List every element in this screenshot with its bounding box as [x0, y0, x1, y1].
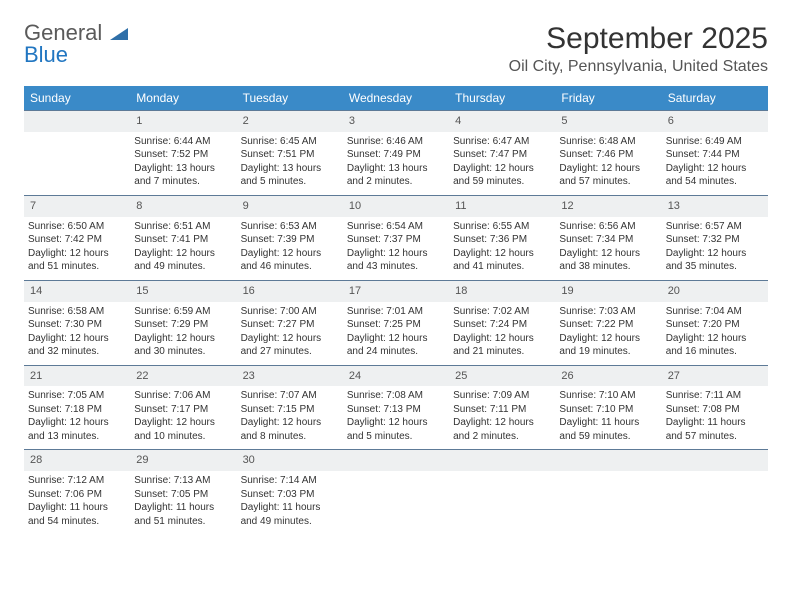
- col-saturday: Saturday: [662, 86, 768, 111]
- day-number-cell: [662, 450, 768, 471]
- day-number-cell: 13: [662, 195, 768, 216]
- day-content-cell: Sunrise: 6:57 AMSunset: 7:32 PMDaylight:…: [662, 217, 768, 281]
- day-content-cell: Sunrise: 6:54 AMSunset: 7:37 PMDaylight:…: [343, 217, 449, 281]
- col-sunday: Sunday: [24, 86, 130, 111]
- day-number-cell: 27: [662, 365, 768, 386]
- day-number-cell: 1: [130, 111, 236, 132]
- content-row: Sunrise: 7:12 AMSunset: 7:06 PMDaylight:…: [24, 471, 768, 534]
- day-content-cell: Sunrise: 6:44 AMSunset: 7:52 PMDaylight:…: [130, 132, 236, 196]
- content-row: Sunrise: 7:05 AMSunset: 7:18 PMDaylight:…: [24, 386, 768, 450]
- logo-word-2: Blue: [24, 42, 68, 67]
- day-content-cell: Sunrise: 7:07 AMSunset: 7:15 PMDaylight:…: [237, 386, 343, 450]
- day-content-cell: Sunrise: 6:59 AMSunset: 7:29 PMDaylight:…: [130, 302, 236, 366]
- day-number-cell: 14: [24, 280, 130, 301]
- day-content-cell: Sunrise: 6:58 AMSunset: 7:30 PMDaylight:…: [24, 302, 130, 366]
- day-number-cell: 7: [24, 195, 130, 216]
- day-content-cell: Sunrise: 7:09 AMSunset: 7:11 PMDaylight:…: [449, 386, 555, 450]
- day-content-cell: Sunrise: 6:47 AMSunset: 7:47 PMDaylight:…: [449, 132, 555, 196]
- day-number-cell: 2: [237, 111, 343, 132]
- day-content-cell: Sunrise: 7:04 AMSunset: 7:20 PMDaylight:…: [662, 302, 768, 366]
- day-content-cell: Sunrise: 7:02 AMSunset: 7:24 PMDaylight:…: [449, 302, 555, 366]
- day-number-cell: [449, 450, 555, 471]
- day-content-cell: Sunrise: 6:51 AMSunset: 7:41 PMDaylight:…: [130, 217, 236, 281]
- day-number-cell: 4: [449, 111, 555, 132]
- day-number-cell: 23: [237, 365, 343, 386]
- day-content-cell: Sunrise: 7:10 AMSunset: 7:10 PMDaylight:…: [555, 386, 661, 450]
- day-number-cell: 5: [555, 111, 661, 132]
- day-content-cell: Sunrise: 7:01 AMSunset: 7:25 PMDaylight:…: [343, 302, 449, 366]
- content-row: Sunrise: 6:50 AMSunset: 7:42 PMDaylight:…: [24, 217, 768, 281]
- day-number-cell: [555, 450, 661, 471]
- day-content-cell: Sunrise: 6:55 AMSunset: 7:36 PMDaylight:…: [449, 217, 555, 281]
- day-number-cell: 28: [24, 450, 130, 471]
- day-number-cell: 17: [343, 280, 449, 301]
- day-number-cell: 21: [24, 365, 130, 386]
- day-content-cell: Sunrise: 7:05 AMSunset: 7:18 PMDaylight:…: [24, 386, 130, 450]
- col-thursday: Thursday: [449, 86, 555, 111]
- day-number-cell: 25: [449, 365, 555, 386]
- day-number-cell: 15: [130, 280, 236, 301]
- day-content-cell: Sunrise: 7:12 AMSunset: 7:06 PMDaylight:…: [24, 471, 130, 534]
- calendar-table: Sunday Monday Tuesday Wednesday Thursday…: [24, 86, 768, 534]
- day-content-cell: [24, 132, 130, 196]
- daynum-row: 78910111213: [24, 195, 768, 216]
- day-number-cell: 6: [662, 111, 768, 132]
- daynum-row: 14151617181920: [24, 280, 768, 301]
- day-number-cell: 11: [449, 195, 555, 216]
- day-number-cell: 12: [555, 195, 661, 216]
- day-content-cell: Sunrise: 6:48 AMSunset: 7:46 PMDaylight:…: [555, 132, 661, 196]
- day-content-cell: Sunrise: 7:13 AMSunset: 7:05 PMDaylight:…: [130, 471, 236, 534]
- day-content-cell: Sunrise: 7:03 AMSunset: 7:22 PMDaylight:…: [555, 302, 661, 366]
- day-content-cell: Sunrise: 6:53 AMSunset: 7:39 PMDaylight:…: [237, 217, 343, 281]
- content-row: Sunrise: 6:58 AMSunset: 7:30 PMDaylight:…: [24, 302, 768, 366]
- day-number-cell: 22: [130, 365, 236, 386]
- day-number-cell: 18: [449, 280, 555, 301]
- day-number-cell: 3: [343, 111, 449, 132]
- day-content-cell: [449, 471, 555, 534]
- col-friday: Friday: [555, 86, 661, 111]
- day-content-cell: Sunrise: 7:06 AMSunset: 7:17 PMDaylight:…: [130, 386, 236, 450]
- daynum-row: 21222324252627: [24, 365, 768, 386]
- day-content-cell: Sunrise: 6:45 AMSunset: 7:51 PMDaylight:…: [237, 132, 343, 196]
- day-content-cell: Sunrise: 7:11 AMSunset: 7:08 PMDaylight:…: [662, 386, 768, 450]
- day-content-cell: [555, 471, 661, 534]
- day-number-cell: 24: [343, 365, 449, 386]
- weekday-header-row: Sunday Monday Tuesday Wednesday Thursday…: [24, 86, 768, 111]
- day-content-cell: Sunrise: 6:50 AMSunset: 7:42 PMDaylight:…: [24, 217, 130, 281]
- day-content-cell: [343, 471, 449, 534]
- day-number-cell: 9: [237, 195, 343, 216]
- col-tuesday: Tuesday: [237, 86, 343, 111]
- logo-text: General Blue: [24, 22, 128, 66]
- logo: General Blue: [24, 22, 128, 66]
- daynum-row: 123456: [24, 111, 768, 132]
- col-wednesday: Wednesday: [343, 86, 449, 111]
- day-number-cell: 16: [237, 280, 343, 301]
- day-content-cell: Sunrise: 7:00 AMSunset: 7:27 PMDaylight:…: [237, 302, 343, 366]
- day-content-cell: Sunrise: 6:49 AMSunset: 7:44 PMDaylight:…: [662, 132, 768, 196]
- day-content-cell: Sunrise: 6:46 AMSunset: 7:49 PMDaylight:…: [343, 132, 449, 196]
- month-title: September 2025: [509, 22, 768, 56]
- location: Oil City, Pennsylvania, United States: [509, 58, 768, 76]
- col-monday: Monday: [130, 86, 236, 111]
- content-row: Sunrise: 6:44 AMSunset: 7:52 PMDaylight:…: [24, 132, 768, 196]
- day-number-cell: [343, 450, 449, 471]
- day-content-cell: Sunrise: 7:14 AMSunset: 7:03 PMDaylight:…: [237, 471, 343, 534]
- daynum-row: 282930: [24, 450, 768, 471]
- day-number-cell: 19: [555, 280, 661, 301]
- day-content-cell: Sunrise: 7:08 AMSunset: 7:13 PMDaylight:…: [343, 386, 449, 450]
- day-number-cell: 30: [237, 450, 343, 471]
- day-number-cell: 20: [662, 280, 768, 301]
- day-number-cell: 29: [130, 450, 236, 471]
- day-number-cell: 8: [130, 195, 236, 216]
- day-number-cell: [24, 111, 130, 132]
- day-number-cell: 10: [343, 195, 449, 216]
- day-content-cell: [662, 471, 768, 534]
- logo-mark-icon: [110, 22, 128, 44]
- day-number-cell: 26: [555, 365, 661, 386]
- day-content-cell: Sunrise: 6:56 AMSunset: 7:34 PMDaylight:…: [555, 217, 661, 281]
